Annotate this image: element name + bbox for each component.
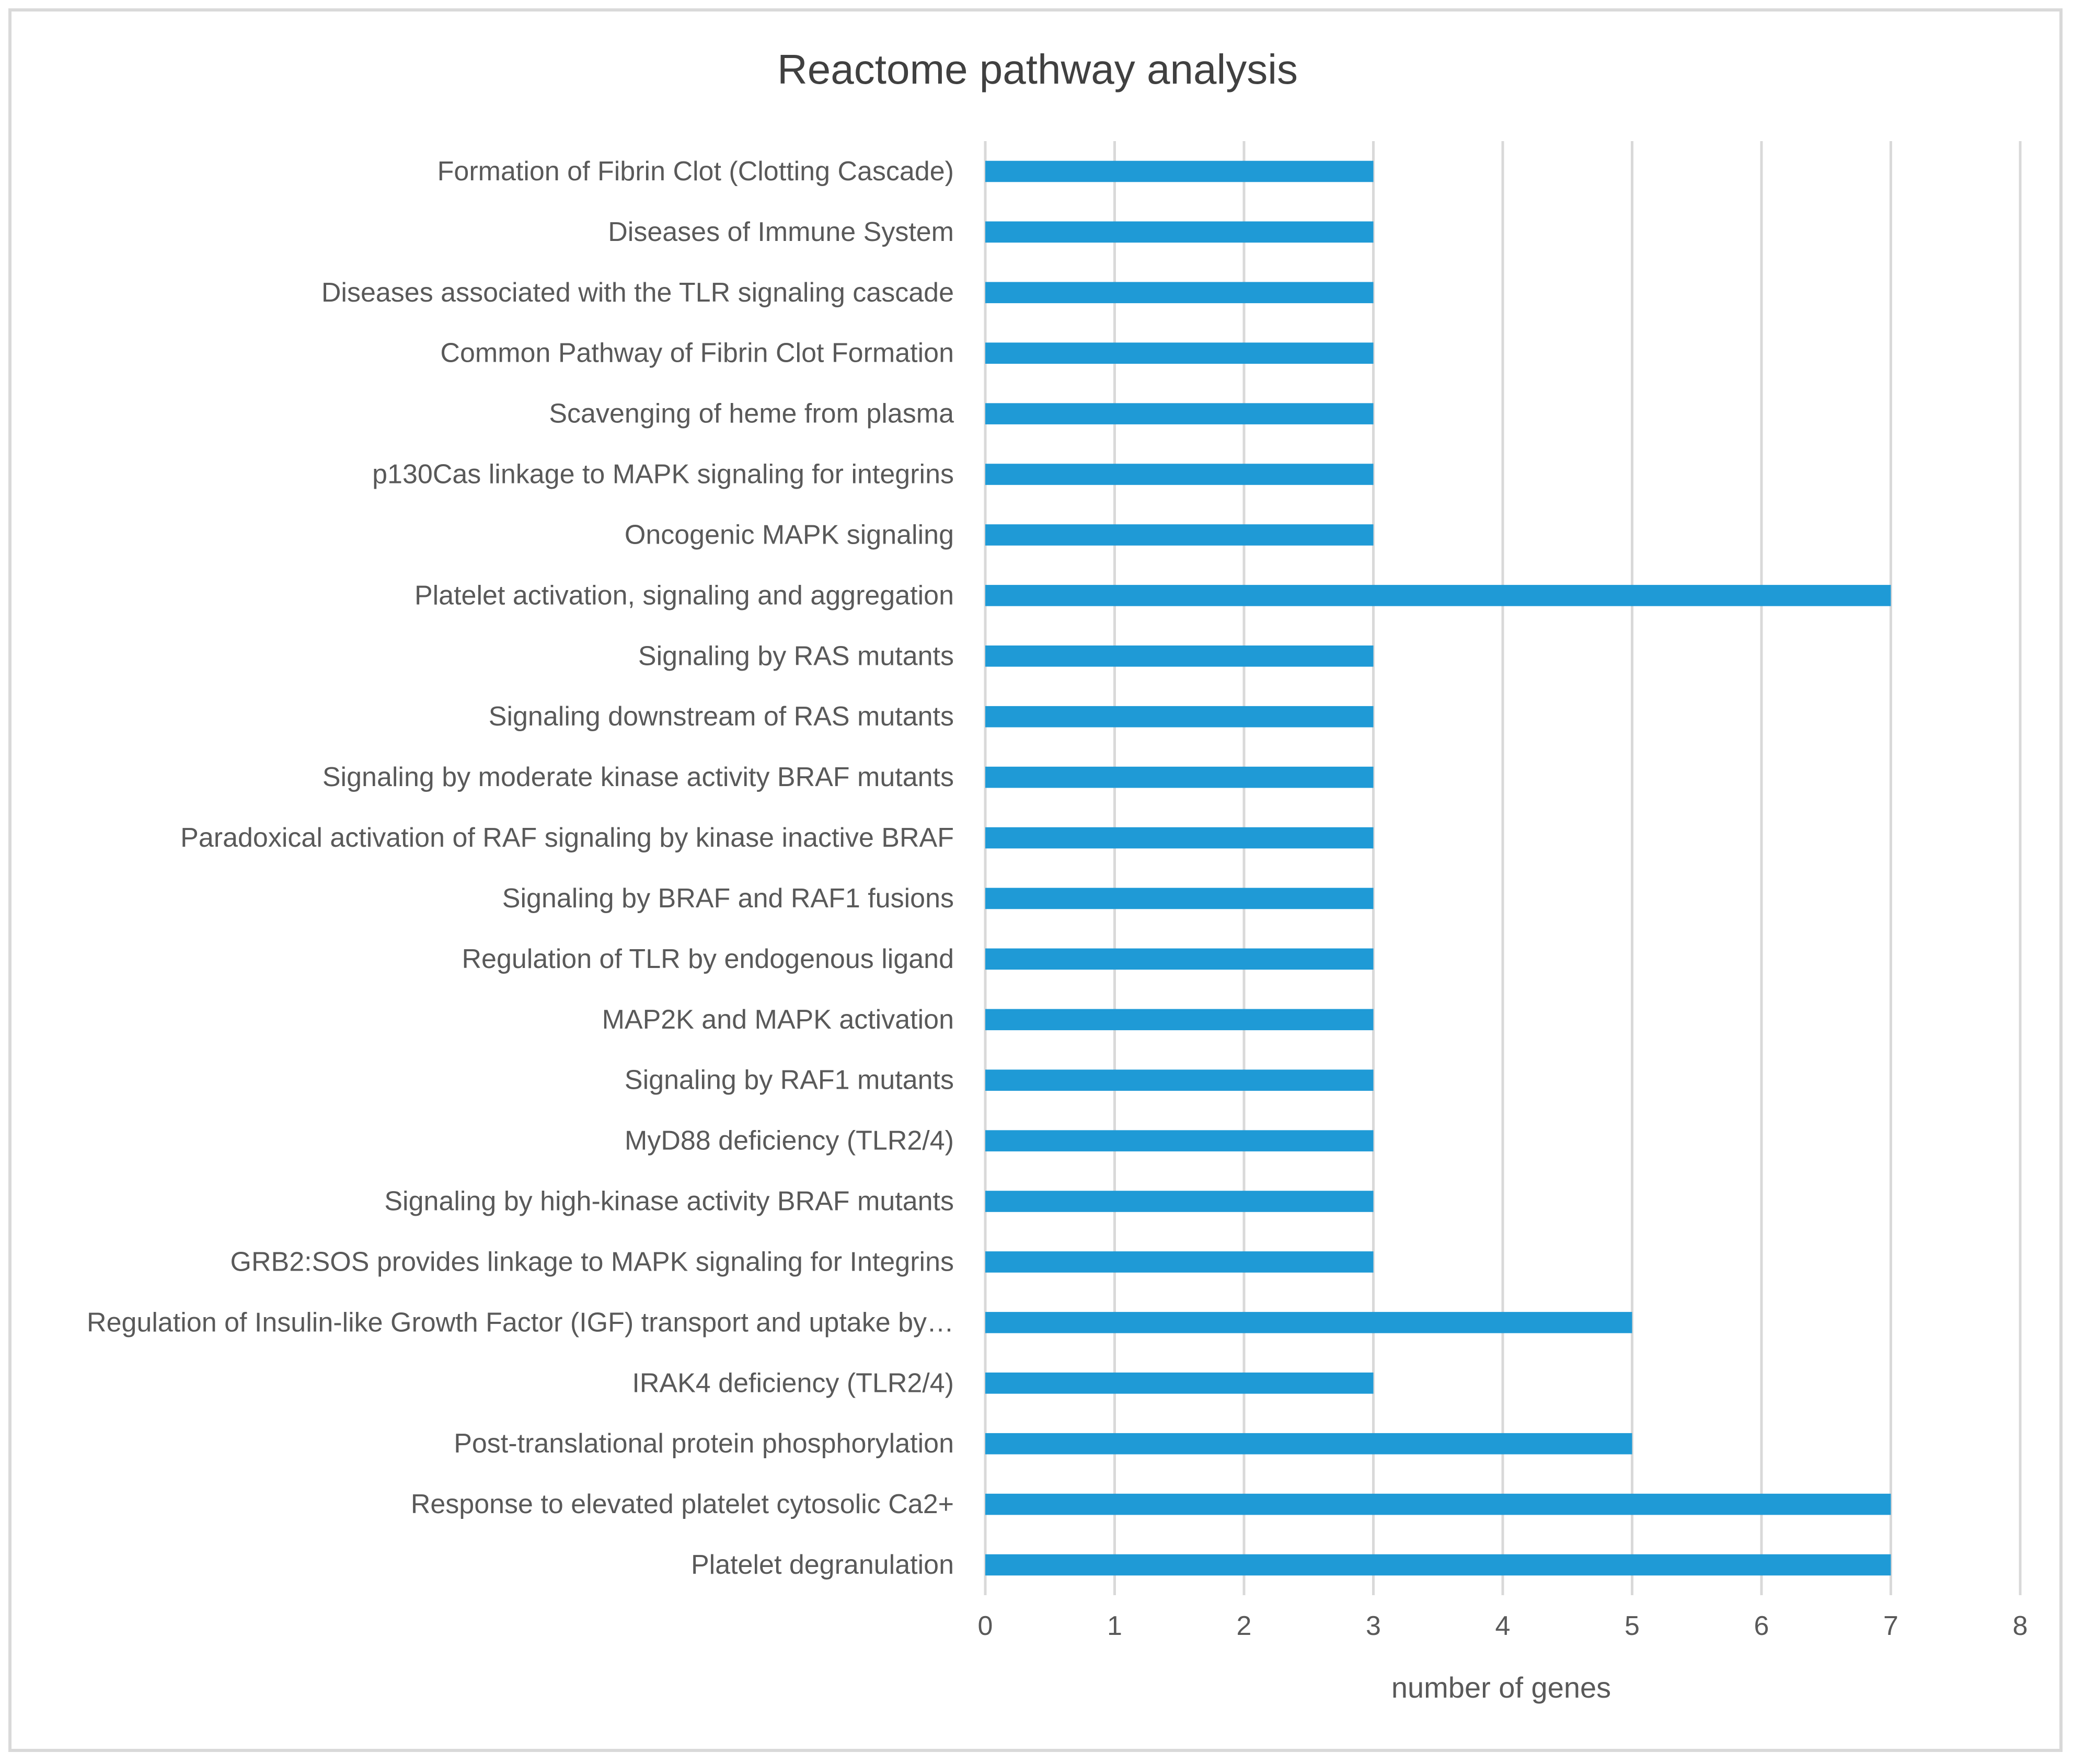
bar-15 [985,1069,1374,1091]
category-label-7: Platelet activation, signaling and aggre… [414,580,954,610]
chart-title: Reactome pathway analysis [777,46,1298,93]
bar-0 [985,160,1374,182]
grid-lines [984,141,2022,1595]
x-tick-label-6: 6 [1754,1611,1769,1641]
category-label-10: Signaling by moderate kinase activity BR… [323,762,954,792]
category-label-14: MAP2K and MAPK activation [602,1005,954,1035]
category-label-12: Signaling by BRAF and RAF1 fusions [502,883,954,914]
x-tick-label-5: 5 [1625,1611,1640,1641]
bar-2 [985,282,1374,304]
bar-6 [985,524,1374,546]
bar-1 [985,221,1374,243]
category-label-8: Signaling by RAS mutants [638,641,954,671]
bar-23 [985,1554,1891,1576]
x-tick-label-7: 7 [1883,1611,1898,1641]
bars [985,160,1891,1576]
bar-21 [985,1433,1632,1455]
category-label-1: Diseases of Immune System [608,217,954,247]
bar-10 [985,766,1374,788]
category-label-2: Diseases associated with the TLR signali… [321,278,954,308]
bar-20 [985,1373,1374,1394]
category-label-20: IRAK4 deficiency (TLR2/4) [632,1368,954,1398]
x-tick-label-3: 3 [1366,1611,1381,1641]
category-labels: Formation of Fibrin Clot (Clotting Casca… [87,156,954,1580]
category-label-3: Common Pathway of Fibrin Clot Formation [440,338,954,368]
category-label-13: Regulation of TLR by endogenous ligand [462,944,954,974]
bar-17 [985,1191,1374,1212]
category-label-11: Paradoxical activation of RAF signaling … [180,823,954,853]
category-label-21: Post-translational protein phosphorylati… [454,1428,954,1459]
bar-22 [985,1493,1891,1515]
x-tick-label-1: 1 [1107,1611,1122,1641]
x-tick-label-2: 2 [1237,1611,1252,1641]
category-label-17: Signaling by high-kinase activity BRAF m… [384,1186,954,1217]
category-label-23: Platelet degranulation [691,1550,954,1580]
category-label-22: Response to elevated platelet cytosolic … [411,1489,954,1519]
category-label-5: p130Cas linkage to MAPK signaling for in… [372,459,954,490]
bar-4 [985,403,1374,424]
bar-14 [985,1009,1374,1031]
category-label-0: Formation of Fibrin Clot (Clotting Casca… [437,156,954,187]
x-tick-label-0: 0 [978,1611,993,1641]
category-label-18: GRB2:SOS provides linkage to MAPK signal… [231,1247,954,1277]
category-label-16: MyD88 deficiency (TLR2/4) [625,1126,954,1156]
bar-3 [985,342,1374,364]
bar-9 [985,706,1374,728]
bar-5 [985,464,1374,485]
category-label-6: Oncogenic MAPK signaling [625,520,954,550]
x-tick-label-8: 8 [2013,1611,2028,1641]
bar-8 [985,645,1374,667]
bar-16 [985,1130,1374,1151]
category-label-19: Regulation of Insulin-like Growth Factor… [87,1307,954,1338]
bar-12 [985,887,1374,909]
x-tick-label-4: 4 [1495,1611,1511,1641]
bar-19 [985,1312,1632,1333]
bar-7 [985,585,1891,606]
bar-18 [985,1251,1374,1273]
x-axis-title: number of genes [1391,1671,1611,1704]
x-tick-labels: 0 1 2 3 4 5 6 7 8 [978,1611,2028,1641]
category-label-9: Signaling downstream of RAS mutants [489,701,954,732]
bar-13 [985,948,1374,970]
category-label-15: Signaling by RAF1 mutants [625,1065,954,1096]
bar-11 [985,827,1374,849]
category-label-4: Scavenging of heme from plasma [549,399,954,429]
